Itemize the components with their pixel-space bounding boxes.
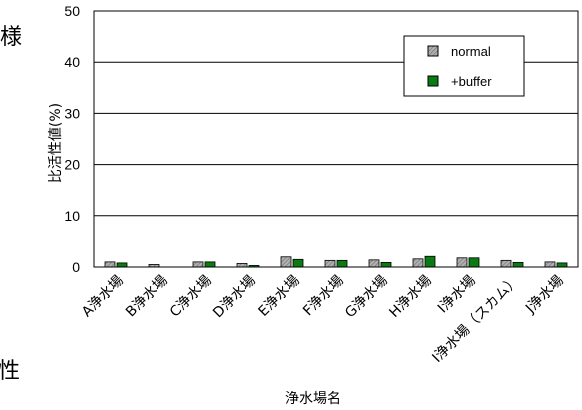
y-axis-title: 比活性値(%) — [48, 103, 64, 183]
bars — [104, 255, 568, 268]
bar-buffer — [424, 255, 436, 268]
x-tick-label: C浄水場 — [167, 273, 215, 321]
x-tick-label: F浄水場 — [300, 273, 347, 320]
x-tick-label: B浄水場 — [123, 273, 171, 321]
x-tick-label: E浄水場 — [256, 273, 303, 320]
legend-box — [403, 35, 525, 97]
x-tick-label: H浄水場 — [386, 273, 434, 321]
legend-label-buffer: +buffer — [451, 74, 492, 89]
bar-normal — [104, 261, 116, 268]
y-tick-label: 20 — [64, 157, 80, 173]
legend-label-normal: normal — [451, 44, 491, 59]
y-tick-label: 30 — [64, 105, 80, 121]
x-tick-label: A浄水場 — [79, 273, 127, 321]
bar-normal — [500, 259, 512, 268]
bar-normal — [544, 261, 556, 268]
bar-normal — [280, 256, 292, 268]
x-tick-label: D浄水場 — [210, 273, 259, 322]
bar-buffer — [556, 262, 568, 268]
bar-buffer — [512, 261, 524, 268]
bar-normal — [412, 258, 424, 268]
bar-normal — [324, 259, 336, 268]
legend-swatch-normal — [427, 45, 439, 57]
legend: normal +buffer — [403, 35, 525, 97]
bar-normal — [368, 259, 380, 268]
x-tick-label: J浄水場 — [522, 273, 567, 318]
y-tick-label: 40 — [64, 54, 80, 70]
y-tick-label: 10 — [64, 208, 80, 224]
x-tick-label: I浄水場 — [435, 273, 479, 317]
bar-buffer — [336, 259, 348, 268]
legend-swatch-buffer — [427, 75, 439, 87]
y-tick-label: 50 — [64, 3, 80, 19]
bar-buffer — [204, 261, 216, 268]
bar-buffer — [380, 261, 392, 268]
bar-buffer — [292, 258, 304, 268]
cropped-edge-text-bottom: 性 — [0, 359, 20, 384]
plot-frame — [93, 10, 579, 268]
y-axis-ticks: 0 10 20 30 40 50 — [64, 3, 80, 275]
x-axis-title: 浄水場名 — [285, 391, 341, 407]
cropped-edge-text-top: 様 — [0, 25, 22, 50]
y-tick-label: 0 — [72, 259, 80, 275]
bar-buffer — [116, 262, 128, 268]
bar-buffer — [468, 257, 480, 268]
x-tick-label: G浄水場 — [342, 273, 391, 322]
bar-normal — [192, 261, 204, 268]
bar-normal — [456, 257, 468, 268]
bar-normal — [236, 263, 248, 268]
